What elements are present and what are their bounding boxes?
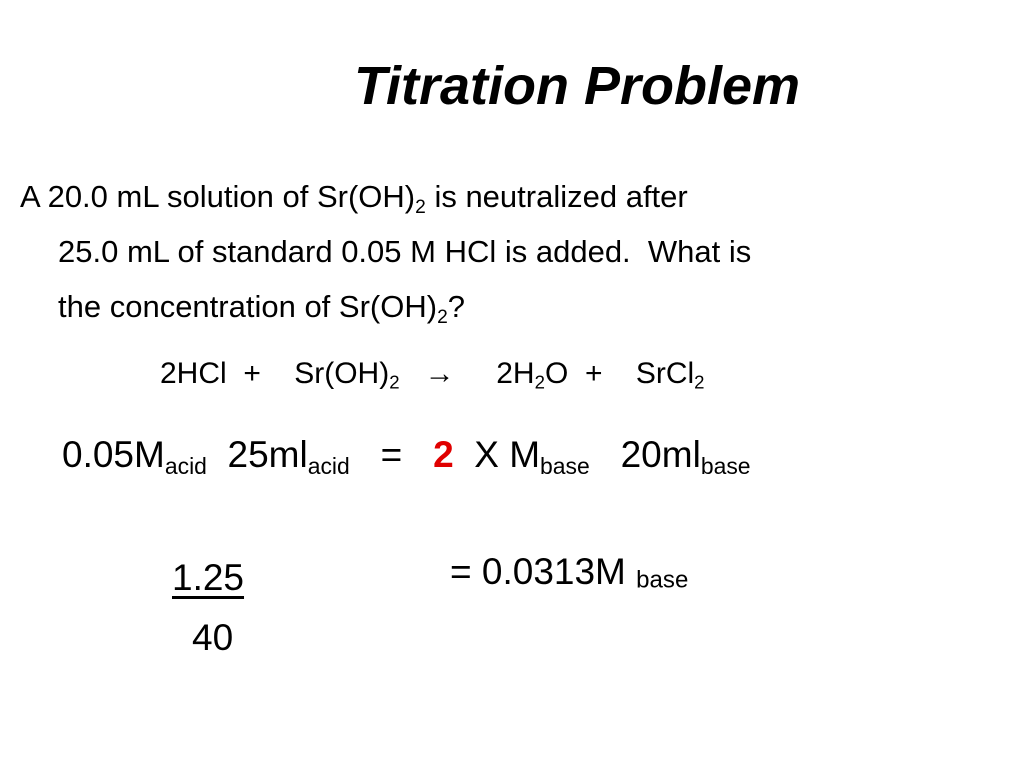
- text: ?: [447, 289, 465, 324]
- problem-line: 25.0 mL of standard 0.05 M HCl is added.…: [58, 232, 751, 272]
- subscript: acid: [164, 452, 207, 479]
- arrow: →: [424, 357, 455, 390]
- text: A 20.0 mL solution of Sr(OH): [20, 179, 416, 214]
- subscript: base: [636, 566, 689, 594]
- text: the concentration of Sr(OH): [58, 289, 438, 324]
- slide-title: Titration Problem: [353, 56, 801, 116]
- text: 20ml: [620, 434, 701, 475]
- text: 25.0 mL of standard 0.05 M HCl is added.…: [58, 234, 752, 269]
- text: 25ml: [227, 434, 308, 475]
- subscript: 2: [534, 371, 545, 393]
- subscript: base: [700, 452, 751, 479]
- text: =: [380, 434, 403, 475]
- text: is neutralized after: [425, 179, 688, 214]
- setup-equation: 0.05Macid 25mlacid = 2 X Mbase 20mlbase: [62, 434, 751, 479]
- text: 2H: [496, 357, 535, 390]
- numerator: 1.25: [172, 557, 245, 598]
- subscript: 2: [389, 371, 400, 393]
- coefficient: 2: [433, 434, 454, 475]
- subscript: 2: [415, 196, 426, 218]
- text: 0.05M: [62, 434, 165, 475]
- text: = 0.0313M: [450, 551, 626, 592]
- subscript: 2: [437, 306, 448, 328]
- denominator: 40: [192, 617, 234, 658]
- subscript: 2: [694, 371, 705, 393]
- subscript: acid: [307, 452, 350, 479]
- result: = 0.0313M base: [450, 551, 688, 593]
- subscript: base: [540, 452, 590, 479]
- text: X M: [474, 434, 541, 475]
- problem-line: the concentration of Sr(OH)2?: [58, 287, 465, 327]
- text: O + SrCl: [544, 357, 695, 390]
- problem-line: A 20.0 mL solution of Sr(OH)2 is neutral…: [20, 177, 688, 217]
- text: 2HCl + Sr(OH): [160, 357, 390, 390]
- reaction: 2HCl + Sr(OH)2 → 2H2O + SrCl2: [160, 357, 705, 391]
